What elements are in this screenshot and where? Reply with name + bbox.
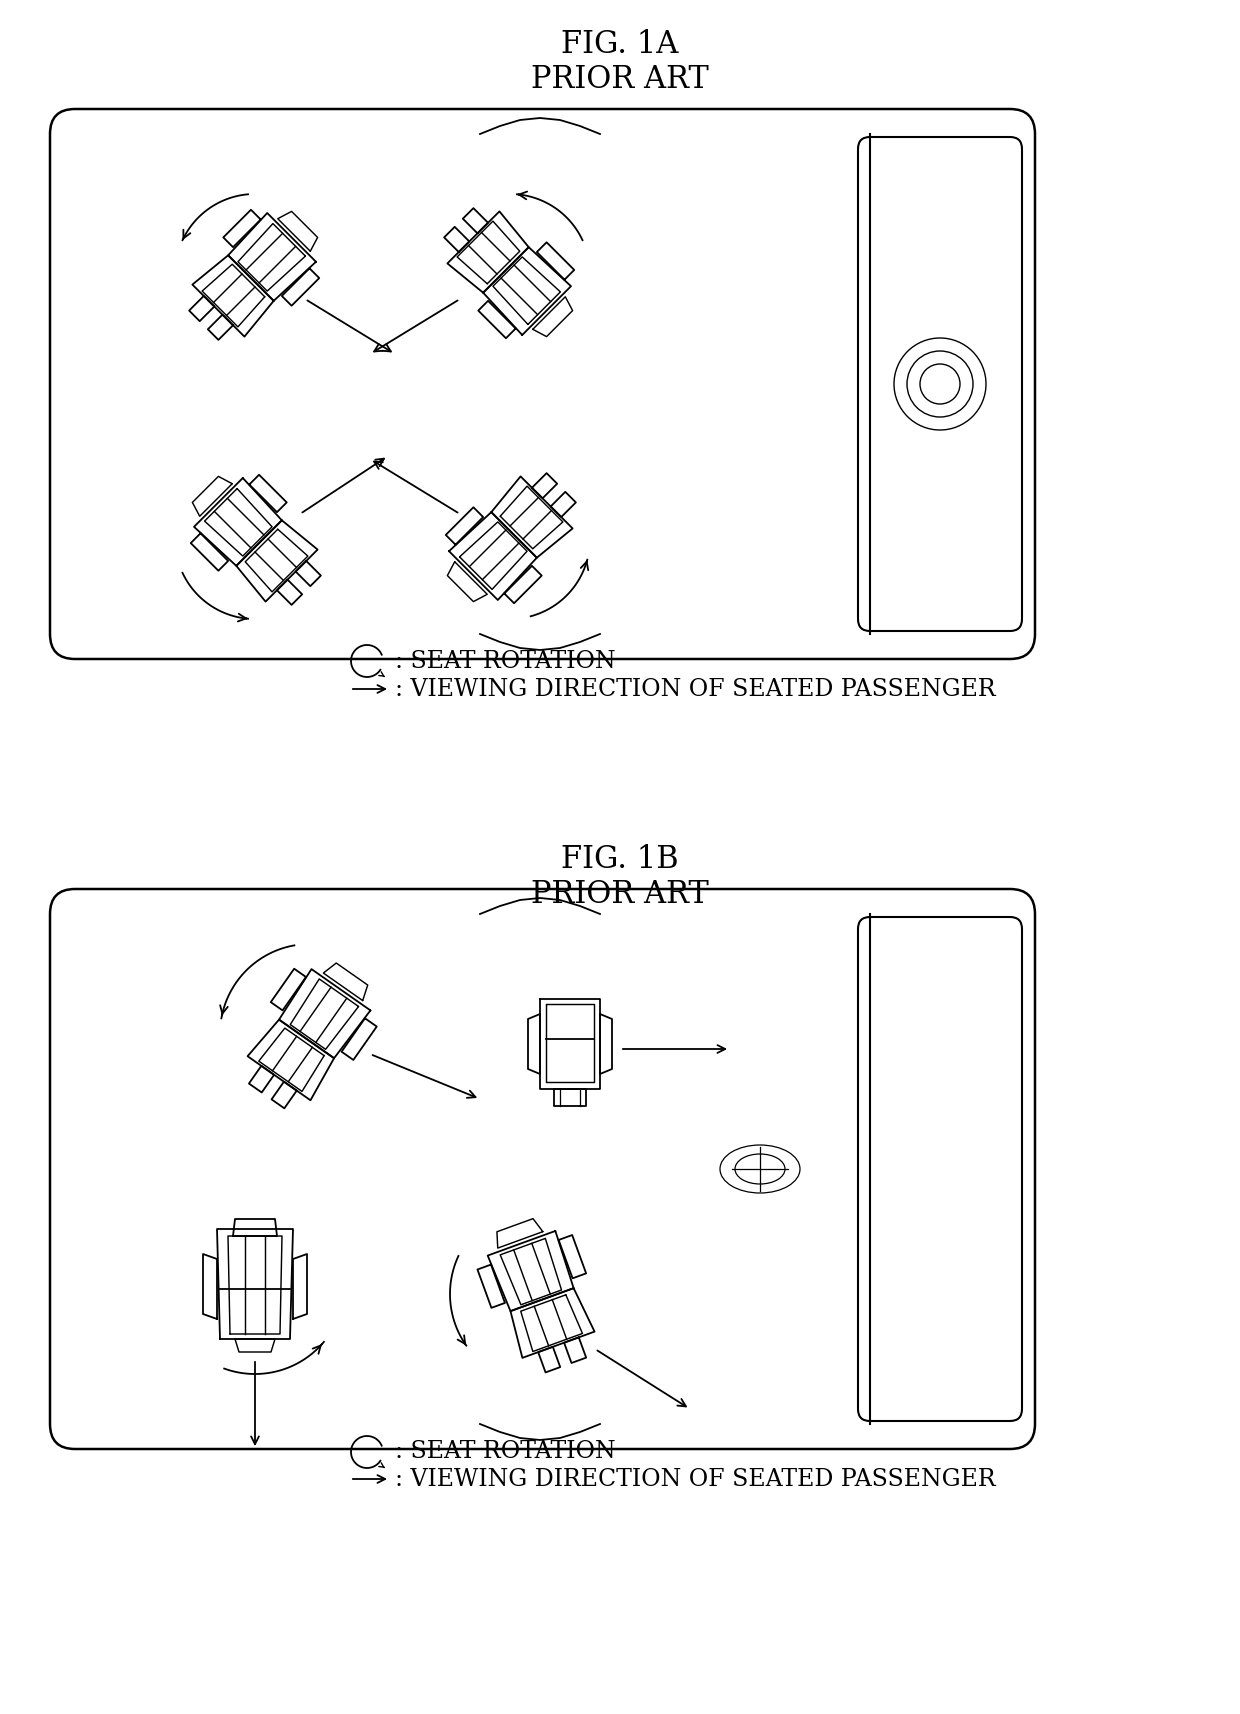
Text: FIG. 1B: FIG. 1B (562, 843, 678, 876)
Text: PRIOR ART: PRIOR ART (531, 63, 709, 94)
Text: PRIOR ART: PRIOR ART (531, 879, 709, 910)
Text: : VIEWING DIRECTION OF SEATED PASSENGER: : VIEWING DIRECTION OF SEATED PASSENGER (396, 1467, 996, 1491)
Text: : SEAT ROTATION: : SEAT ROTATION (396, 1440, 615, 1464)
Text: FIG. 1A: FIG. 1A (562, 29, 678, 60)
Text: : SEAT ROTATION: : SEAT ROTATION (396, 650, 615, 672)
Text: : VIEWING DIRECTION OF SEATED PASSENGER: : VIEWING DIRECTION OF SEATED PASSENGER (396, 677, 996, 701)
